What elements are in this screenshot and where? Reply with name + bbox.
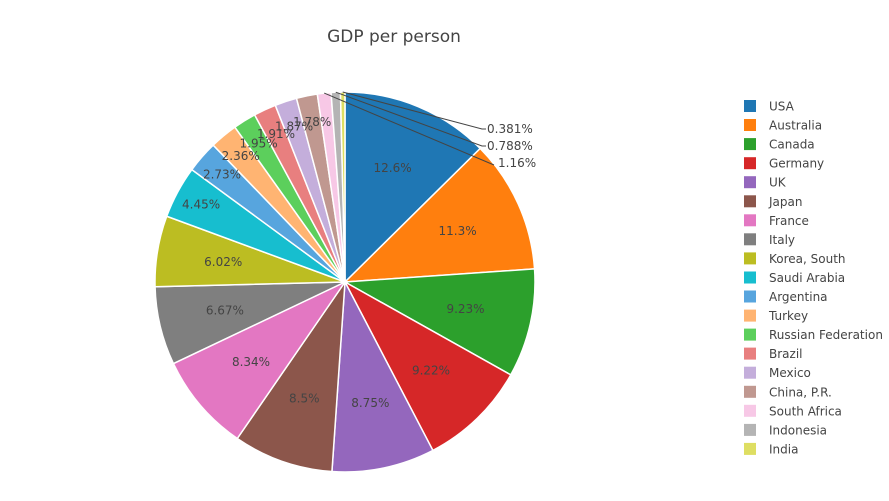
slice-label-indonesia: 0.788% [487,139,533,153]
slice-label-usa: 12.6% [374,161,412,175]
slice-label-brazil: 1.91% [257,127,295,141]
slice-japan[interactable] [236,279,346,473]
slice-label-korea-south: 6.02% [204,255,242,269]
slice-france[interactable] [172,280,348,440]
legend-swatch [744,271,756,284]
legend-swatch [744,176,756,189]
leader-line-india [342,91,486,130]
legend-item-france[interactable]: France [744,214,809,228]
slice-australia[interactable] [343,147,536,283]
slice-usa[interactable] [344,91,482,284]
legend-item-argentina[interactable]: Argentina [744,290,828,304]
legend-swatch [744,214,756,227]
slice-uk[interactable] [331,279,434,473]
legend-label: France [769,214,809,228]
legend-label: China, P.R. [769,385,832,399]
legend-label: Korea, South [769,252,846,266]
legend-swatch [744,385,756,398]
legend-label: UK [769,176,787,190]
slice-label-japan: 8.5% [289,392,320,406]
legend-swatch [744,328,756,341]
legend-swatch [744,157,756,170]
legend-label: South Africa [769,404,842,418]
slice-canada[interactable] [342,268,536,376]
legend-item-indonesia[interactable]: Indonesia [744,423,827,437]
legend-item-russian-federation[interactable]: Russian Federation [744,328,883,342]
legend-item-germany[interactable]: Germany [744,157,824,171]
legend-swatch [744,100,756,112]
slice-label-germany: 9.22% [412,364,450,378]
legend-item-canada[interactable]: Canada [744,138,815,152]
legend-label: Australia [769,119,822,133]
slice-label-south-africa: 1.16% [498,156,536,170]
slice-label-canada: 9.23% [446,302,484,316]
legend-swatch [744,423,756,436]
legend-swatch [744,366,756,379]
legend-swatch [744,195,756,208]
legend-label: Mexico [769,366,811,380]
legend-label: India [769,442,798,456]
legend-item-south-africa[interactable]: South Africa [744,404,842,418]
legend-label: USA [769,100,795,114]
legend-item-mexico[interactable]: Mexico [744,366,811,380]
slice-label-australia: 11.3% [439,224,477,238]
slice-label-france: 8.34% [232,355,270,369]
legend-item-saudi-arabia[interactable]: Saudi Arabia [744,271,845,285]
slice-label-china-p-r: 1.78% [293,115,331,129]
legend-label: Russian Federation [769,328,883,342]
pie-slices [154,91,536,473]
legend: USA Australia Canada Germany UK Japan France It… [744,100,883,456]
legend-swatch [744,290,756,303]
legend-item-korea-south[interactable]: Korea, South [744,252,846,266]
legend-label: Turkey [768,309,808,323]
slice-label-mexico: 1.87% [275,120,313,134]
legend-item-china-p-r[interactable]: China, P.R. [744,385,832,399]
legend-label: Saudi Arabia [769,271,845,285]
legend-swatch [744,442,756,455]
slice-germany[interactable] [343,280,512,452]
legend-swatch [744,233,756,246]
legend-label: Argentina [769,290,828,304]
legend-item-india[interactable]: India [744,442,798,456]
slice-label-saudi-arabia: 4.45% [182,198,220,212]
legend-swatch [744,252,756,265]
legend-label: Brazil [769,347,803,361]
legend-label: Indonesia [769,423,827,437]
legend-label: Canada [769,138,815,152]
legend-swatch [744,119,756,131]
legend-item-japan[interactable]: Japan [744,195,802,209]
legend-swatch [744,404,756,417]
chart-title: GDP per person [327,27,461,47]
slice-label-argentina: 2.73% [203,167,241,181]
leader-line-indonesia [335,91,486,147]
slice-label-russian-federation: 1.95% [240,136,278,150]
slice-label-india: 0.381% [487,122,533,136]
legend-swatch [744,309,756,322]
legend-item-australia[interactable]: Australia [744,119,822,133]
slice-label-italy: 6.67% [206,304,244,318]
slice-label-turkey: 2.36% [222,149,260,163]
legend-item-uk[interactable]: UK [744,176,787,190]
legend-swatch [744,138,756,151]
pie-labels: 12.6% 11.3% 9.23% 9.22% 8.75% 8.5% 8.34% 6.67% 6… [182,91,536,410]
legend-label: Germany [769,157,824,171]
legend-swatch [744,347,756,360]
legend-item-brazil[interactable]: Brazil [744,347,803,361]
slice-label-uk: 8.75% [351,396,389,410]
legend-label: Italy [769,233,795,247]
legend-item-usa[interactable]: USA [744,100,795,114]
legend-label: Japan [768,195,802,209]
leader-line-south-africa [324,92,495,166]
legend-item-turkey[interactable]: Turkey [744,309,808,323]
legend-item-italy[interactable]: Italy [744,233,795,247]
